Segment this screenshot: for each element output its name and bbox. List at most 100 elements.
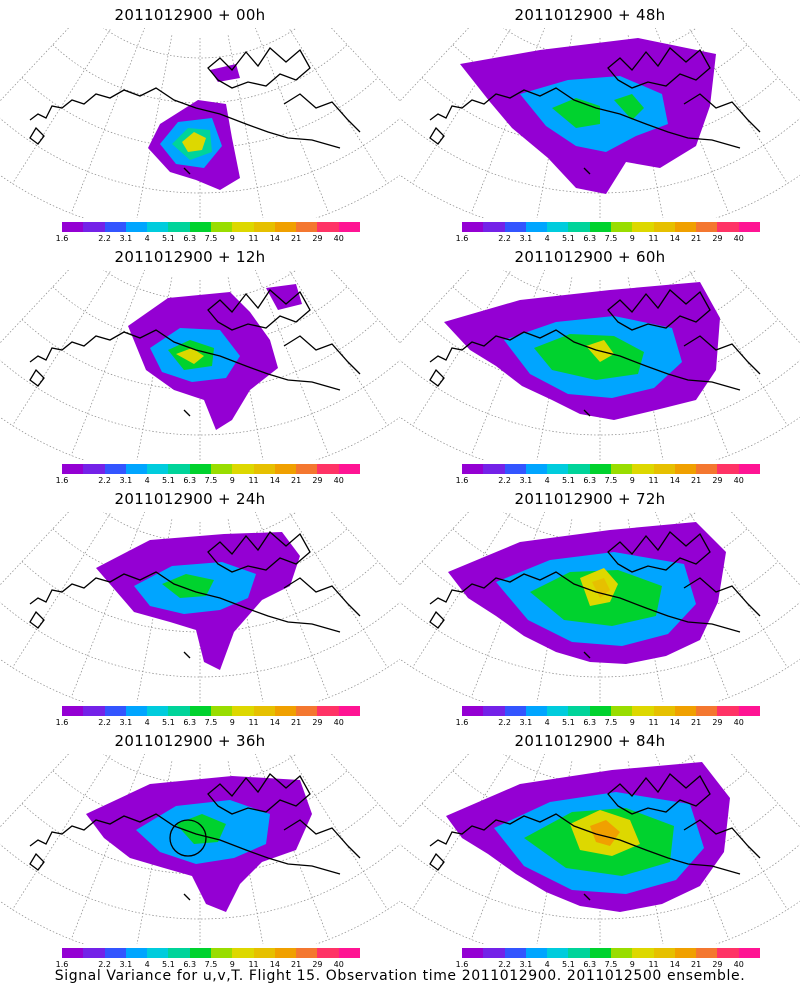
colorbar-label: 5.1 — [562, 476, 575, 485]
colorbar-label: 11 — [648, 718, 659, 727]
colorbar-swatch — [525, 948, 548, 958]
colorbar-label: 29 — [312, 960, 323, 969]
map-projection — [0, 28, 400, 218]
colorbar-label: 14 — [669, 476, 680, 485]
colorbar-label: 2.2 — [98, 476, 111, 485]
colorbar-label: 4 — [544, 234, 550, 243]
colorbar-label: 9 — [229, 476, 235, 485]
colorbar-swatch — [525, 464, 548, 474]
variance-field — [128, 284, 302, 430]
colorbar-swatch — [738, 464, 760, 474]
colorbar-label: 29 — [712, 476, 723, 485]
colorbar-label: 5.1 — [562, 960, 575, 969]
colorbar-swatch — [125, 706, 148, 716]
coastline — [29, 289, 361, 417]
colorbar-swatch — [253, 222, 275, 232]
colorbar-swatch — [83, 948, 105, 958]
variance-map — [0, 754, 400, 944]
colorbar-label: 21 — [691, 718, 702, 727]
colorbar-swatch — [210, 222, 233, 232]
panel-title: 2011012900 + 00h — [114, 6, 266, 24]
colorbar-swatch — [653, 464, 675, 474]
colorbar-swatch — [317, 706, 339, 716]
colorbar-swatch — [568, 948, 590, 958]
colorbar-label: 14 — [269, 718, 280, 727]
colorbar-label: 4 — [144, 234, 150, 243]
colorbar-label: 6.3 — [583, 960, 597, 969]
variance-map — [0, 28, 400, 218]
variance-field — [444, 282, 720, 420]
colorbar-swatch — [338, 948, 360, 958]
colorbar-labels: 1.6 2.2 3.1 4 5.1 6.3 7.5 9 11 14 21 29 40 — [56, 718, 360, 728]
colorbar-label: 40 — [733, 718, 744, 727]
colorbar-swatch — [62, 222, 84, 232]
colorbar-swatch — [296, 706, 318, 716]
colorbar-swatch — [462, 222, 484, 232]
panel-title: 2011012900 + 48h — [514, 6, 666, 24]
colorbar-label: 1.6 — [55, 476, 69, 485]
colorbar-swatch — [232, 464, 254, 474]
colorbar-swatch — [232, 706, 254, 716]
panel-title: 2011012900 + 36h — [114, 732, 266, 750]
colorbar-label: 6.3 — [183, 960, 197, 969]
colorbar-label: 29 — [312, 718, 323, 727]
colorbar-swatch — [147, 222, 169, 232]
colorbar-label: 1.6 — [455, 960, 469, 969]
colorbar-label: 4 — [144, 960, 150, 969]
colorbar-swatch — [632, 706, 654, 716]
colorbar-label: 14 — [669, 718, 680, 727]
colorbar-swatch — [147, 948, 169, 958]
colorbar-swatch — [696, 222, 718, 232]
colorbar-labels: 1.6 2.2 3.1 4 5.1 6.3 7.5 9 11 14 21 29 40 — [456, 960, 760, 970]
colorbar-label: 4 — [544, 476, 550, 485]
panel-title: 2011012900 + 84h — [514, 732, 666, 750]
colorbar — [462, 222, 760, 232]
colorbar-labels: 1.6 2.2 3.1 4 5.1 6.3 7.5 9 11 14 21 29 40 — [456, 718, 760, 728]
panel-title: 2011012900 + 72h — [514, 490, 666, 508]
colorbar-swatch — [717, 464, 739, 474]
colorbar-swatch — [338, 222, 360, 232]
panel-title: 2011012900 + 12h — [114, 248, 266, 266]
colorbar-swatch — [525, 706, 548, 716]
colorbar-swatch — [189, 222, 211, 232]
colorbar-label: 2.2 — [498, 476, 511, 485]
colorbar-swatch — [589, 948, 611, 958]
colorbar-label: 7.5 — [204, 718, 218, 727]
colorbar — [62, 222, 360, 232]
coastline — [429, 773, 761, 901]
colorbar-label: 40 — [333, 960, 344, 969]
map-projection — [400, 754, 800, 944]
colorbar-label: 5.1 — [562, 718, 575, 727]
colorbar-label: 7.5 — [604, 234, 618, 243]
colorbar-label: 14 — [269, 234, 280, 243]
colorbar — [462, 464, 760, 474]
colorbar-swatch — [589, 464, 611, 474]
colorbar-label: 9 — [629, 234, 635, 243]
panel-title: 2011012900 + 60h — [514, 248, 666, 266]
colorbar-swatch — [338, 464, 360, 474]
colorbar-labels: 1.6 2.2 3.1 4 5.1 6.3 7.5 9 11 14 21 29 40 — [56, 476, 360, 486]
map-panel-p36: 2011012900 + 36h 1.6 2.2 3.1 4 5.1 6.3 7.5 9 11 14… — [0, 726, 400, 969]
colorbar-swatch — [317, 222, 339, 232]
colorbar-swatch — [462, 464, 484, 474]
colorbar-swatch — [738, 948, 760, 958]
colorbar-swatch — [104, 222, 126, 232]
colorbar-label: 5.1 — [162, 960, 175, 969]
map-panel-p12: 2011012900 + 12h 1.6 2.2 3.1 4 5.1 6.3 7.5 9 11 14… — [0, 242, 400, 486]
colorbar-swatch — [210, 948, 233, 958]
colorbar-label: 11 — [648, 476, 659, 485]
colorbar-label: 3.1 — [119, 960, 133, 969]
colorbar-swatch — [232, 222, 254, 232]
colorbar-label: 6.3 — [583, 718, 597, 727]
colorbar-swatch — [717, 222, 739, 232]
colorbar-swatch — [717, 948, 739, 958]
colorbar-label: 3.1 — [519, 476, 533, 485]
figure-caption: Signal Variance for u,v,T. Flight 15. Ob… — [54, 968, 746, 984]
colorbar-label: 1.6 — [55, 234, 69, 243]
colorbar-swatch — [274, 948, 297, 958]
colorbar-swatch — [568, 464, 590, 474]
colorbar-label: 5.1 — [162, 234, 175, 243]
colorbar-label: 5.1 — [162, 476, 175, 485]
map-panel-p84: 2011012900 + 84h 1.6 2.2 3.1 4 5.1 6.3 7.5 9 11 14… — [400, 726, 800, 970]
colorbar-swatch — [653, 222, 675, 232]
